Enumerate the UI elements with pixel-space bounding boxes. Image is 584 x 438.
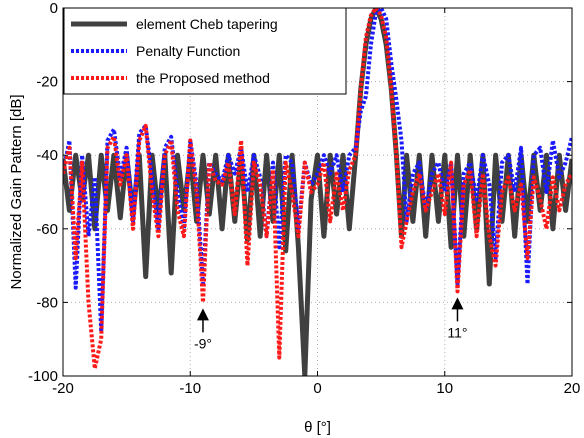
series-lines <box>63 8 572 376</box>
x-tick-label: 0 <box>313 380 321 397</box>
legend-entry: the Proposed method <box>136 70 270 86</box>
legend-entry: Penalty Function <box>136 43 240 59</box>
y-tick-label: -60 <box>36 221 58 238</box>
series-line-1 <box>63 8 572 376</box>
annotation-label: 11° <box>447 324 467 340</box>
y-tick-label: -80 <box>36 294 58 311</box>
y-tick-label: -40 <box>36 147 58 164</box>
x-tick-label: 10 <box>436 380 453 397</box>
annotation-arrow-head <box>451 297 464 310</box>
y-tick-label: -100 <box>28 368 58 385</box>
x-tick-label: -20 <box>52 380 74 397</box>
annotation-label: -9° <box>194 335 212 351</box>
annotation-arrow-head <box>196 308 209 321</box>
legend: element Cheb tapering Penalty Function the… <box>63 7 347 95</box>
axis-ticks: -20 -10 0 10 200-20-40-60-80-100 <box>28 0 580 397</box>
y-tick-label: 0 <box>50 0 58 17</box>
y-tick-label: -20 <box>36 74 58 91</box>
x-axis-label: θ [°] <box>304 419 331 436</box>
annotations: -9° 11° <box>194 297 468 351</box>
x-tick-label: 20 <box>564 380 581 397</box>
x-tick-label: -10 <box>179 380 201 397</box>
series-line-2 <box>63 8 572 334</box>
legend-entry: element Cheb tapering <box>136 16 278 32</box>
y-axis-label: Normalized Gain Pattern [dB] <box>8 94 25 289</box>
